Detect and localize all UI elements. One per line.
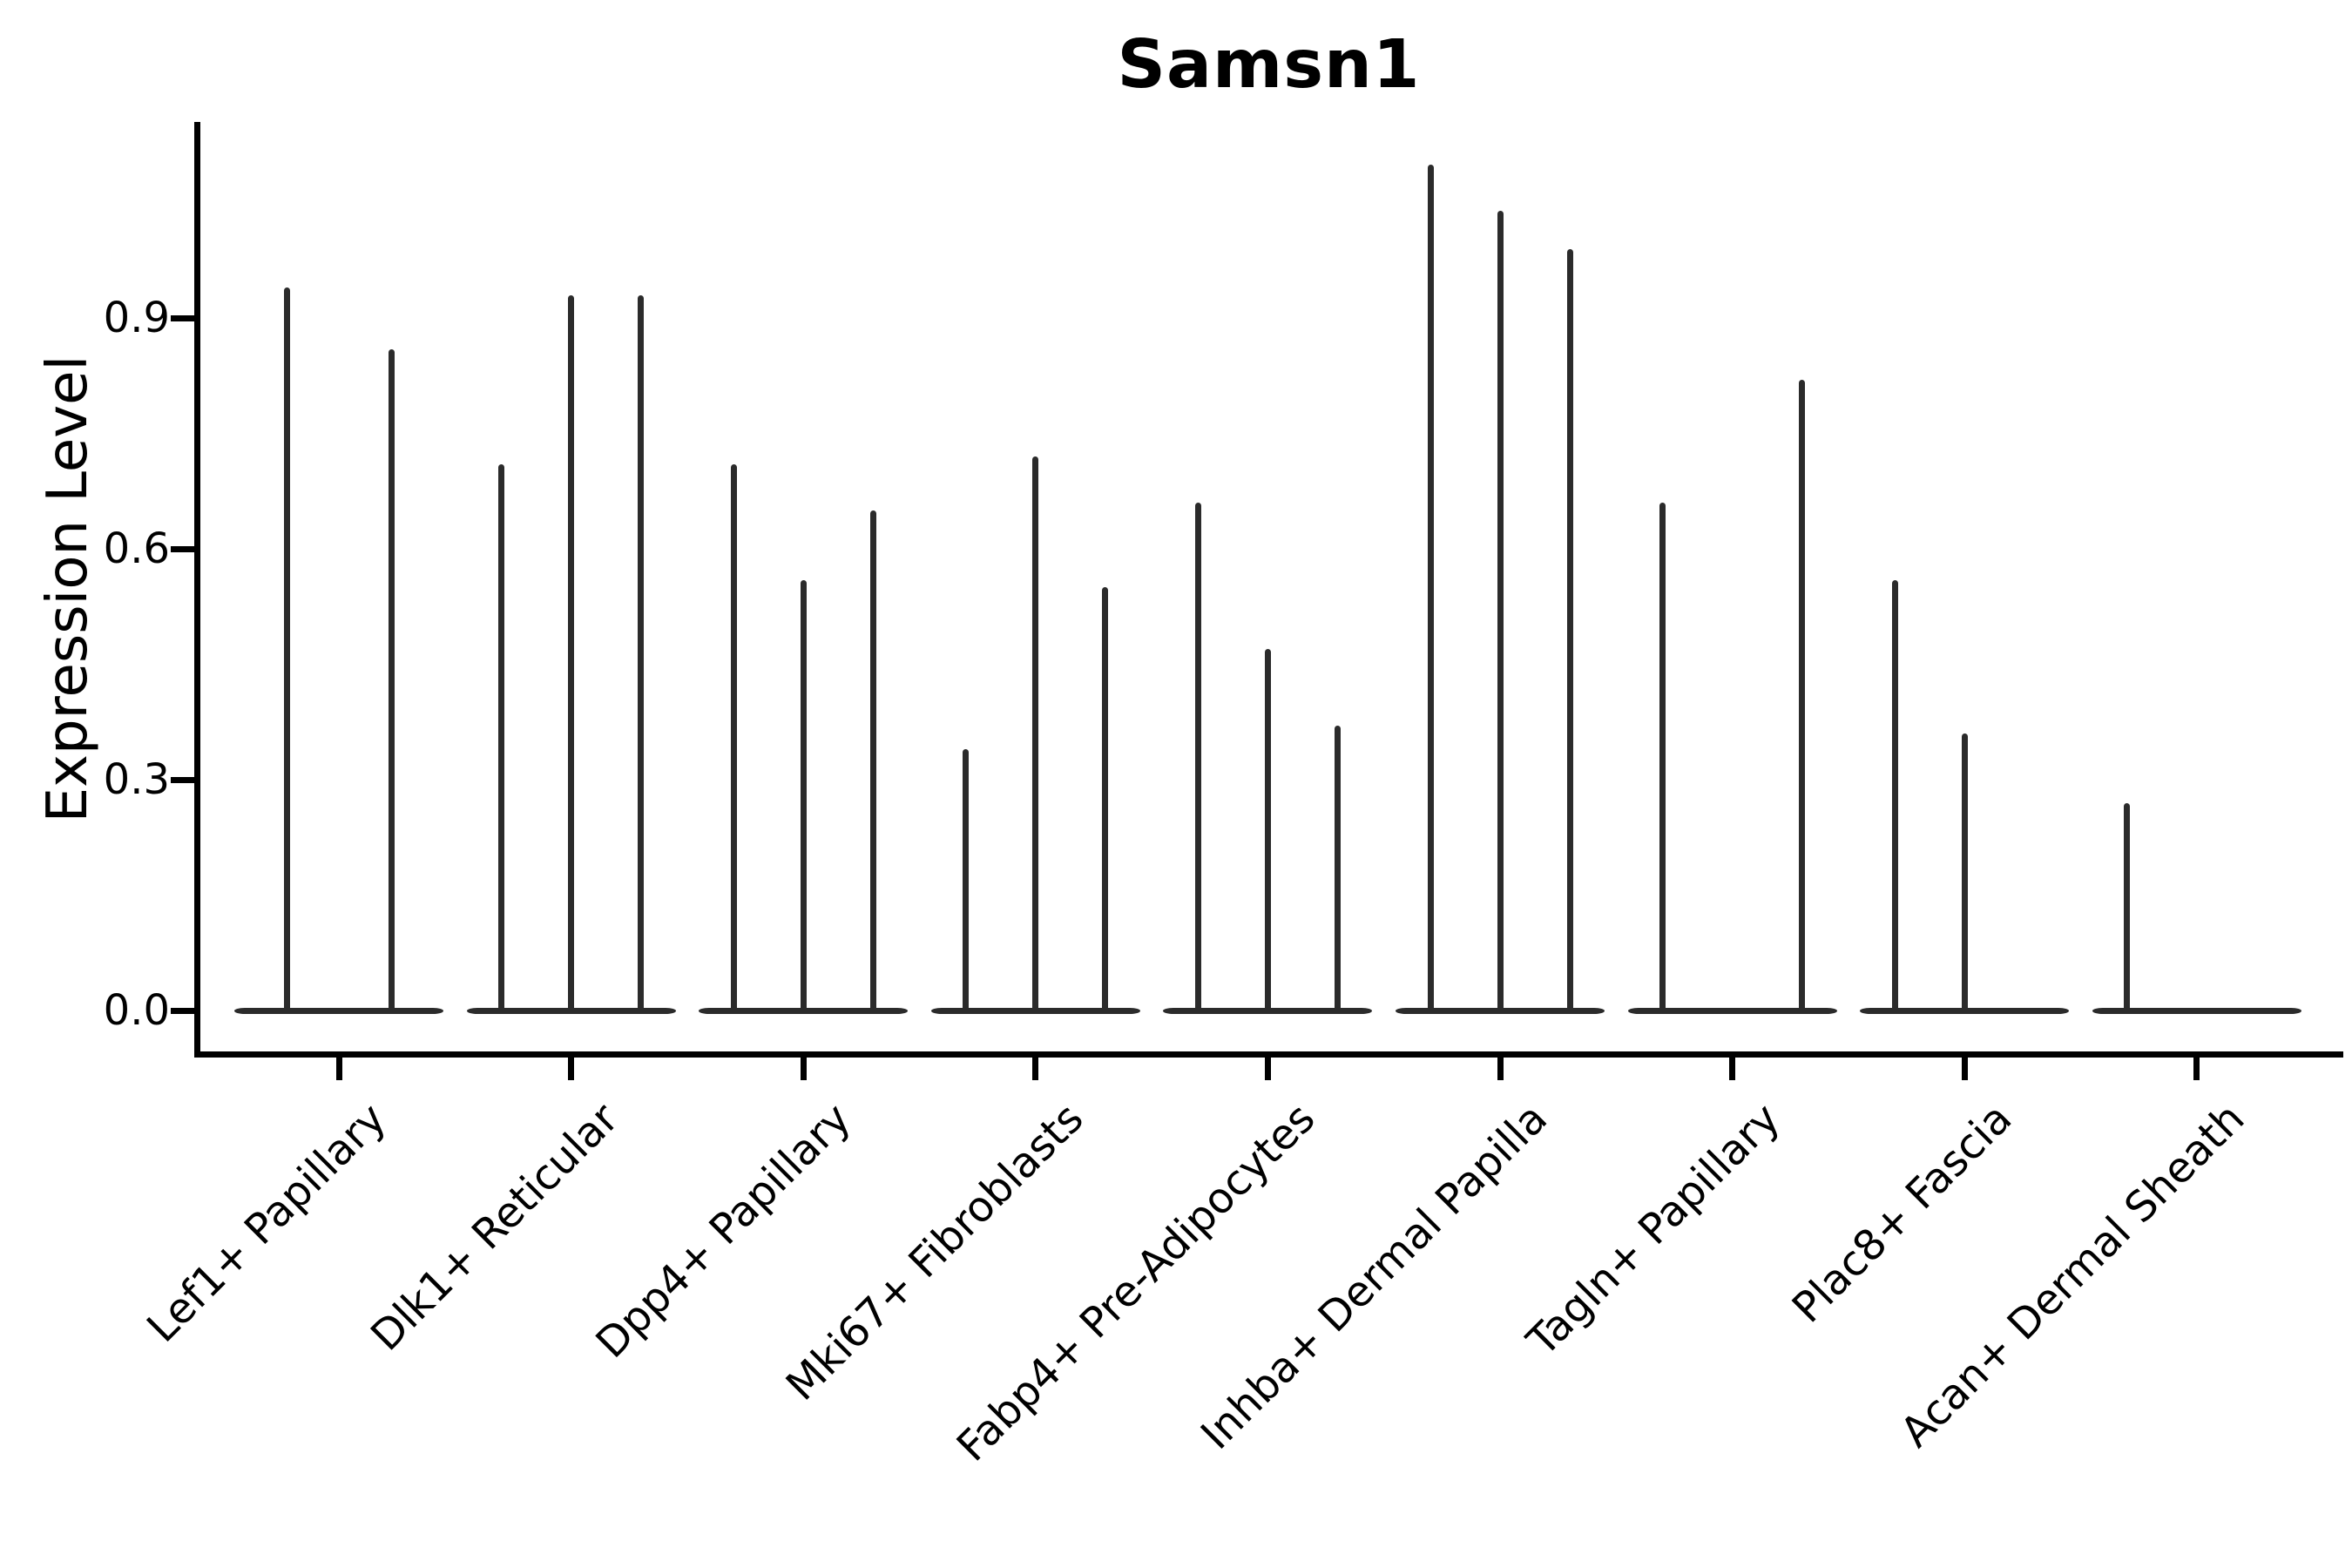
violin-spike (568, 294, 575, 1012)
violin-spike (1497, 210, 1504, 1012)
x-tick-mark (1264, 1058, 1271, 1080)
violin-spike (388, 348, 395, 1012)
x-tick-mark (1729, 1058, 1736, 1080)
violin-spike (1659, 503, 1666, 1012)
x-tick-mark (800, 1058, 807, 1080)
x-tick-mark (568, 1058, 575, 1080)
y-tick-label: 0.6 (103, 524, 170, 574)
violin-spike (1961, 733, 1968, 1012)
violin-spike (283, 287, 290, 1012)
violin-spike (1194, 503, 1201, 1012)
x-tick-label: Dpp4+ Papillary (586, 1093, 861, 1368)
violin-spike (1799, 379, 1806, 1012)
x-tick-mark (2193, 1058, 2200, 1080)
violin-spike (1427, 164, 1434, 1012)
plot-title: Samsn1 (1117, 26, 1421, 104)
y-axis-spine (194, 122, 200, 1058)
x-tick-mark (1961, 1058, 1968, 1080)
violin-spike (1334, 726, 1341, 1012)
violin-spike (1102, 587, 1109, 1012)
x-tick-label: Dlk1+ Reticular (362, 1093, 629, 1361)
y-tick-label: 0.3 (103, 755, 170, 805)
y-tick-label: 0.0 (103, 986, 170, 1035)
y-tick-label: 0.9 (103, 294, 170, 343)
x-tick-label: Lef1+ Papillary (138, 1093, 396, 1352)
violin-spike (1264, 648, 1271, 1012)
violin-spike (869, 510, 876, 1012)
violin-spike (800, 579, 807, 1012)
y-tick-mark (171, 314, 194, 321)
violin-base (1627, 1007, 1837, 1014)
violin-spike (2124, 802, 2131, 1012)
violin-spike (963, 748, 970, 1012)
x-tick-label: Plac8+ Fascia (1783, 1093, 2022, 1333)
y-tick-mark (171, 545, 194, 552)
violin-spike (638, 294, 645, 1012)
violin-base (234, 1007, 443, 1014)
y-axis-title-text: Expression Level (36, 355, 100, 823)
x-tick-mark (1032, 1058, 1039, 1080)
y-tick-mark (171, 776, 194, 783)
x-tick-label: Tagln+ Papillary (1517, 1093, 1790, 1366)
violin-spike (730, 464, 737, 1012)
x-tick-mark (1497, 1058, 1504, 1080)
x-axis-spine (194, 1051, 2343, 1058)
x-tick-mark (335, 1058, 342, 1080)
violin-base (2092, 1007, 2301, 1014)
violin-spike (1566, 248, 1573, 1012)
y-tick-mark (171, 1007, 194, 1014)
violin-spike (498, 464, 505, 1012)
violin-spike (1032, 456, 1039, 1012)
violin-spike (1891, 579, 1898, 1012)
